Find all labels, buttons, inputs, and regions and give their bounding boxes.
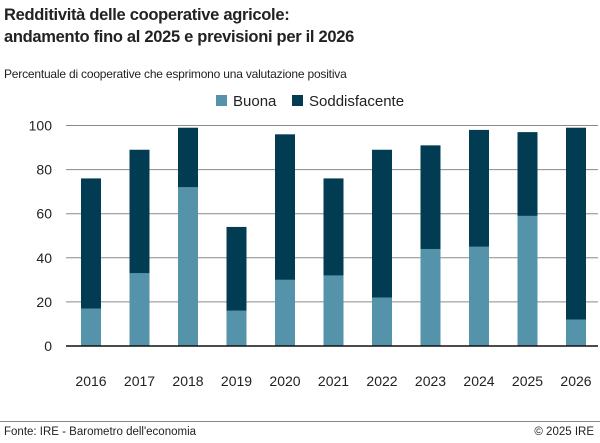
- x-tick-label: 2020: [269, 373, 300, 389]
- y-tick-label: 100: [29, 118, 53, 134]
- x-tick-label: 2016: [75, 373, 106, 389]
- bar-buona-2021: [323, 275, 344, 346]
- y-tick-label: 60: [36, 206, 52, 222]
- bar-buona-2019: [226, 310, 247, 346]
- bar-soddisfacente-2018: [178, 127, 198, 188]
- x-tick-label: 2025: [512, 373, 543, 389]
- bar-soddisfacente-2026: [566, 127, 586, 320]
- bar-soddisfacente-2023: [420, 145, 441, 249]
- bar-buona-2017: [129, 273, 150, 346]
- bar-soddisfacente-2020: [275, 134, 295, 280]
- bar-buona-2016: [81, 308, 101, 346]
- y-tick-label: 20: [36, 294, 52, 310]
- bar-soddisfacente-2025: [517, 132, 538, 216]
- legend-label-buona: Buona: [233, 93, 277, 110]
- legend-swatch-buona: [216, 95, 227, 106]
- source-note: Fonte: IRE - Barometro dell'economia: [4, 426, 197, 438]
- x-tick-label: 2018: [172, 373, 203, 389]
- chart-title-line-2: andamento fino al 2025 e previsioni per …: [4, 28, 354, 46]
- bar-soddisfacente-2021: [323, 178, 344, 276]
- y-tick-label: 40: [36, 250, 52, 266]
- x-tick-label: 2017: [124, 373, 155, 389]
- chart-subtitle: Percentuale di cooperative che esprimono…: [4, 67, 347, 81]
- y-tick-label: 80: [36, 162, 52, 178]
- x-tick-label: 2021: [318, 373, 349, 389]
- x-tick-label: 2023: [415, 373, 446, 389]
- bar-buona-2018: [178, 187, 198, 346]
- bar-buona-2020: [275, 279, 295, 346]
- bar-soddisfacente-2022: [372, 149, 392, 298]
- legend-label-soddisfacente: Soddisfacente: [309, 93, 404, 110]
- stacked-bar-chart: 0 20 40 60 80 100 2016 2017 2018 2019 2020 2021 2022…: [29, 93, 598, 389]
- x-tick-label: 2019: [221, 373, 252, 389]
- footer-divider: [0, 421, 600, 422]
- bar-buona-2022: [372, 297, 392, 346]
- legend-swatch-soddisfacente: [292, 95, 303, 106]
- bar-buona-2026: [566, 319, 586, 346]
- chart-title-line-1: Redditività delle cooperative agricole:: [4, 6, 290, 24]
- bar-buona-2025: [517, 215, 538, 346]
- x-tick-label: 2022: [366, 373, 397, 389]
- copyright: © 2025 IRE: [534, 426, 594, 438]
- bar-soddisfacente-2016: [81, 178, 101, 309]
- chart-title: Redditività delle cooperative agricole: …: [4, 4, 354, 48]
- bar-buona-2024: [469, 246, 489, 346]
- bar-soddisfacente-2019: [226, 226, 247, 311]
- y-tick-label: 0: [44, 338, 52, 354]
- bar-buona-2023: [420, 248, 441, 346]
- x-tick-label: 2026: [560, 373, 591, 389]
- bar-soddisfacente-2024: [469, 129, 489, 247]
- bar-soddisfacente-2017: [129, 149, 150, 274]
- x-tick-label: 2024: [463, 373, 494, 389]
